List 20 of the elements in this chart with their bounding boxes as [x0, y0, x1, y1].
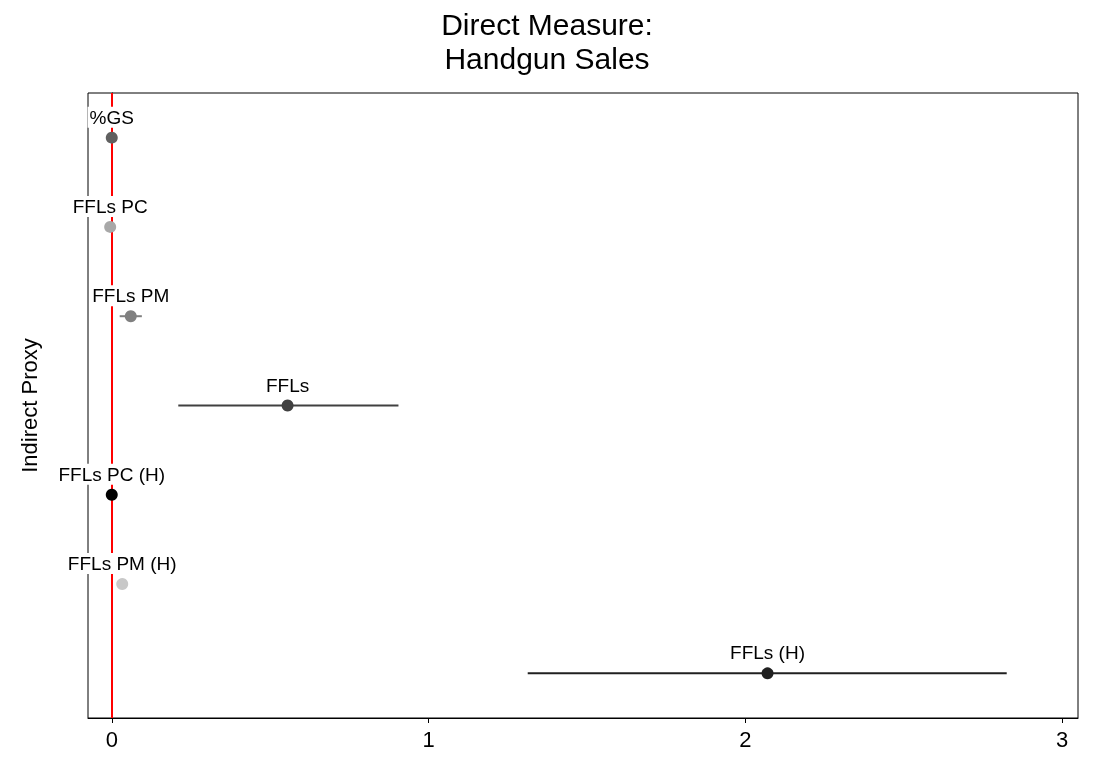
point [104, 220, 117, 233]
y-tick-label: %GS [89, 106, 134, 128]
point [105, 488, 118, 501]
point [124, 310, 137, 323]
y-tick-label: FFLs PM (H) [67, 553, 177, 575]
x-tick-label: 3 [1056, 726, 1069, 752]
y-axis-title: Indirect Proxy [16, 338, 42, 473]
point [105, 131, 118, 144]
x-tick-label: 1 [422, 726, 435, 752]
y-tick-label: FFLs PC [72, 195, 148, 217]
point [116, 578, 129, 591]
x-tick-label: 2 [739, 726, 752, 752]
y-tick-label: FFLs PM [92, 285, 170, 307]
y-tick-label: FFLs (H) [730, 642, 805, 664]
y-tick-label: FFLs [265, 374, 310, 396]
x-tick-label: 0 [105, 726, 118, 752]
point [761, 667, 774, 680]
chart-title: Direct Measure: Handgun Sales [441, 7, 653, 75]
point [281, 399, 294, 412]
y-tick-label: FFLs PC (H) [58, 463, 166, 485]
